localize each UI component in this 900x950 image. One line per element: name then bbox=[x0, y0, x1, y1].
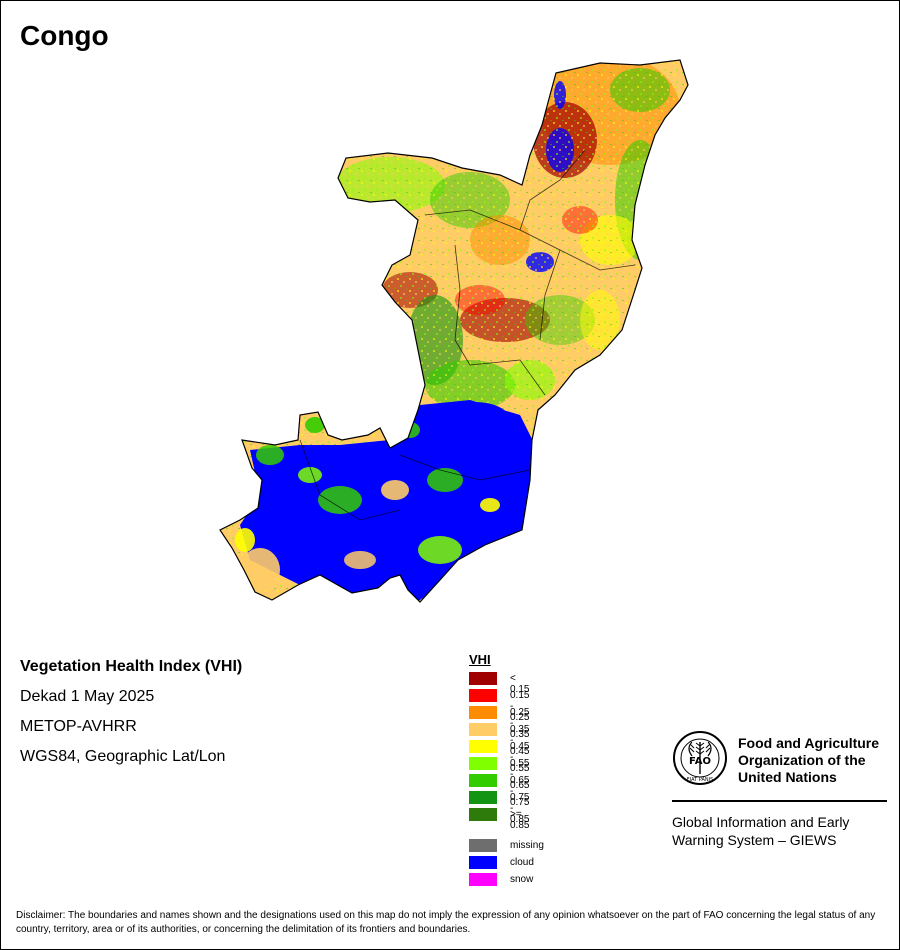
legend-item: 0.75 - 0.85 bbox=[469, 790, 529, 825]
legend-label: missing bbox=[510, 840, 544, 851]
legend-item: >= 0.85 bbox=[469, 807, 529, 831]
legend-label: 0.45 - 0.55 bbox=[510, 741, 530, 774]
vhi-legend: VHI < 0.15 0.15 - 0.25 0.25 - 0.35 0.35 … bbox=[469, 652, 544, 889]
legend-label: 0.25 - 0.35 bbox=[510, 707, 530, 740]
legend-swatch bbox=[469, 873, 497, 886]
fao-emblem-icon: FAO FIAT PANIS bbox=[673, 731, 727, 785]
legend-swatch bbox=[469, 856, 497, 869]
legend-item: 0.65 - 0.75 bbox=[469, 773, 529, 808]
legend-swatch bbox=[469, 757, 497, 770]
map-title: Congo bbox=[20, 20, 109, 51]
legend-swatch bbox=[469, 774, 497, 787]
legend-label: < 0.15 bbox=[510, 673, 530, 695]
legend-item: 0.15 - 0.25 bbox=[469, 688, 529, 723]
logo-motto: FIAT PANIS bbox=[687, 777, 714, 783]
giews-line: Global Information and Early bbox=[672, 814, 850, 830]
legend-label: 0.15 - 0.25 bbox=[510, 690, 530, 723]
sensor-label: METOP-AVHRR bbox=[20, 718, 137, 735]
vhi-map bbox=[219, 59, 689, 603]
legend-item: 0.25 - 0.35 bbox=[469, 705, 529, 740]
legend-item: 0.45 - 0.55 bbox=[469, 739, 529, 774]
legend-label: 0.65 - 0.75 bbox=[510, 775, 530, 808]
legend-swatch bbox=[469, 672, 497, 685]
legend-label: 0.35 - 0.45 bbox=[510, 724, 530, 757]
giews-label: Global Information and Early Warning Sys… bbox=[672, 813, 849, 849]
legend-swatch bbox=[469, 740, 497, 753]
organization-name: Food and Agriculture Organization of the… bbox=[738, 735, 879, 786]
index-name: Vegetation Health Index (VHI) bbox=[20, 658, 243, 675]
disclaimer-text: Disclaimer: The boundaries and names sho… bbox=[16, 910, 876, 935]
legend-label: 0.55 - 0.65 bbox=[510, 758, 530, 791]
vhi-raster bbox=[220, 60, 688, 602]
legend-swatch bbox=[469, 839, 497, 852]
logo-divider bbox=[672, 800, 887, 802]
legend-item: 0.55 - 0.65 bbox=[469, 756, 529, 791]
map-area bbox=[219, 59, 689, 603]
logo-letters: FAO bbox=[689, 756, 711, 767]
admin-boundaries bbox=[299, 149, 636, 521]
projection-label: WGS84, Geographic Lat/Lon bbox=[20, 748, 226, 765]
legend-swatch bbox=[469, 791, 497, 804]
legend-item-snow: snow bbox=[469, 872, 533, 889]
giews-line: Warning System – GIEWS bbox=[672, 832, 837, 848]
legend-swatch bbox=[469, 808, 497, 821]
org-name-line: Organization of the bbox=[738, 752, 866, 768]
org-name-line: United Nations bbox=[738, 769, 837, 785]
legend-item: < 0.15 bbox=[469, 671, 529, 695]
legend-item-cloud: cloud bbox=[469, 855, 534, 872]
legend-label: cloud bbox=[510, 857, 534, 868]
legend-label: snow bbox=[510, 874, 534, 885]
period-label: Dekad 1 May 2025 bbox=[20, 688, 155, 705]
map-info: Vegetation Health Index (VHI) Dekad 1 Ma… bbox=[20, 656, 242, 776]
legend-swatch bbox=[469, 706, 497, 719]
legend-item: 0.35 - 0.45 bbox=[469, 722, 529, 757]
fao-logo-block: FAO FIAT PANIS Food and Agriculture Orga… bbox=[672, 730, 892, 860]
legend-title: VHI bbox=[469, 652, 491, 667]
legend-item-missing: missing bbox=[469, 838, 544, 855]
legend-swatch bbox=[469, 723, 497, 736]
org-name-line: Food and Agriculture bbox=[738, 735, 880, 751]
legend-label: 0.75 - 0.85 bbox=[510, 792, 530, 825]
legend-swatch bbox=[469, 689, 497, 702]
legend-label: >= 0.85 bbox=[510, 809, 530, 831]
